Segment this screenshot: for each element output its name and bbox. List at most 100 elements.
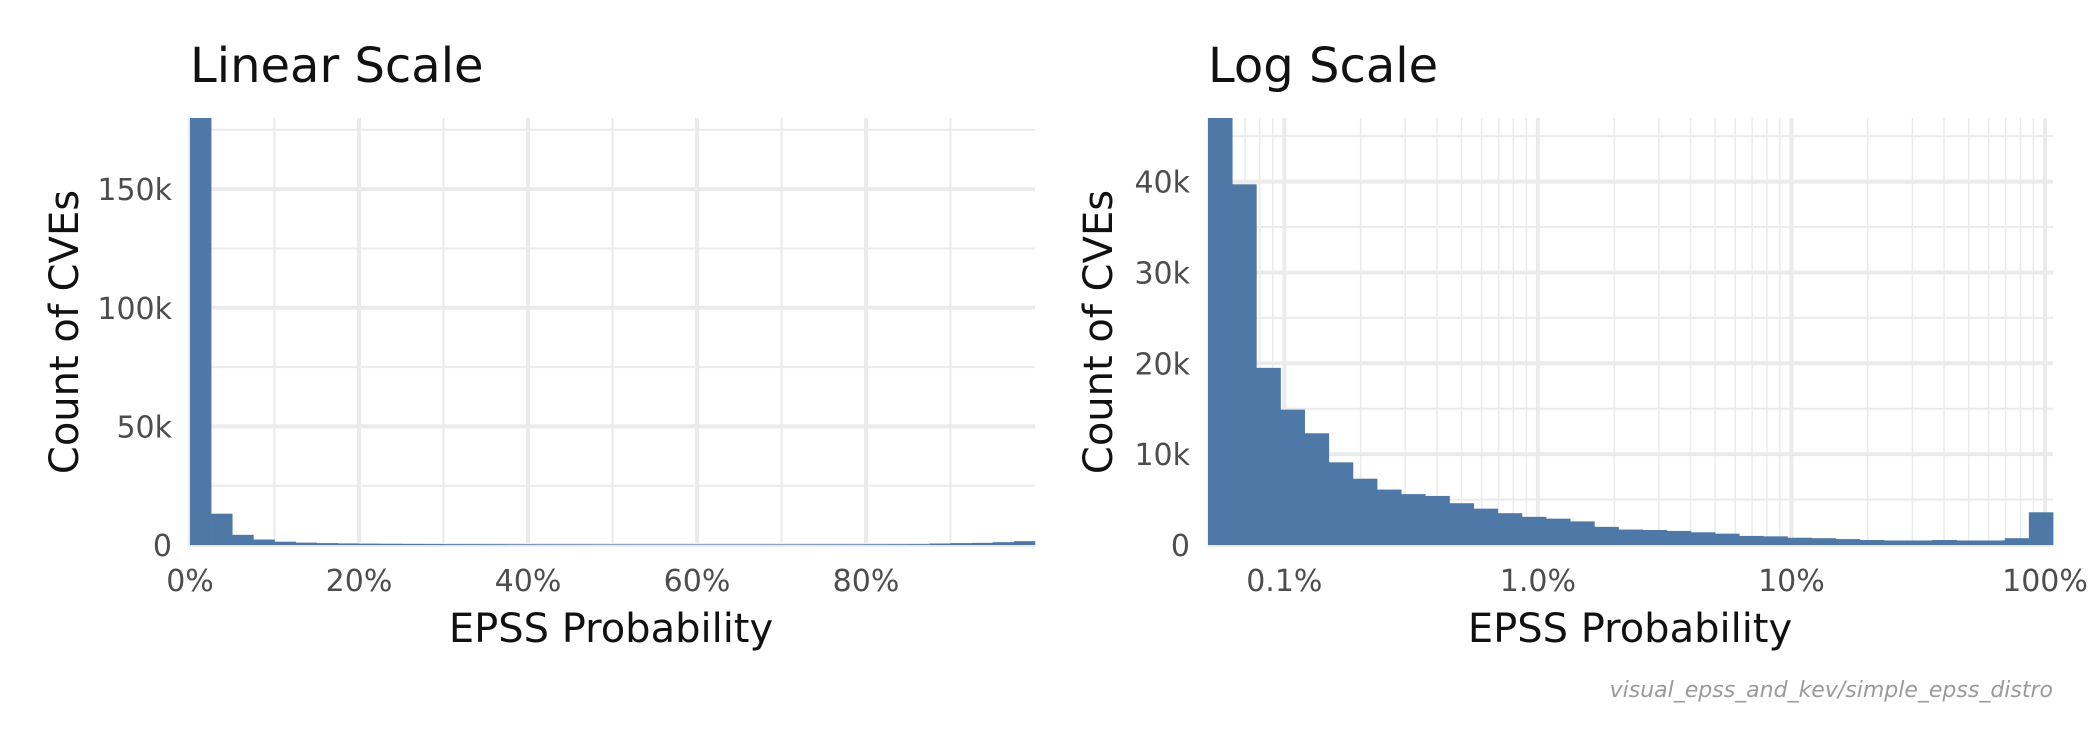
histogram-bar xyxy=(190,118,212,545)
histogram-bar xyxy=(464,544,487,545)
histogram-bar xyxy=(1256,367,1281,545)
histogram-bar xyxy=(802,544,825,545)
x-tick-label: 40% xyxy=(495,564,562,599)
histogram-bar xyxy=(1739,535,1764,545)
histogram-bar xyxy=(739,544,761,545)
histogram-bar xyxy=(528,544,550,545)
histogram-bar xyxy=(1884,540,1909,545)
x-tick-label: 60% xyxy=(664,564,731,599)
histogram-bar xyxy=(1956,540,1981,545)
x-tick-label: 10% xyxy=(1758,564,1825,599)
histogram-bar xyxy=(1328,462,1354,545)
y-tick-label: 10k xyxy=(1134,438,1190,473)
linear-y-axis-title: Count of CVEs xyxy=(42,190,88,474)
linear-x-tick-labels: 0% 20% 40% 60% 80% xyxy=(166,564,899,599)
log-x-tick-labels: 0.1% 1.0% 10% 100% xyxy=(1246,564,2088,599)
histogram-bar xyxy=(1787,537,1812,545)
histogram-bar xyxy=(697,544,719,545)
histogram-bar xyxy=(950,543,972,545)
histogram-bar xyxy=(1666,530,1692,545)
histogram-bar xyxy=(760,544,782,545)
histogram-bar xyxy=(1352,478,1378,545)
linear-y-tick-labels: 0 50k 100k 150k xyxy=(97,173,172,564)
linear-panel-title: Linear Scale xyxy=(190,38,484,94)
histogram-bar xyxy=(1497,513,1523,545)
histogram-bar xyxy=(1811,538,1837,545)
histogram-bar xyxy=(401,543,423,545)
log-y-axis-title: Count of CVEs xyxy=(1076,190,1122,474)
histogram-bar xyxy=(1208,118,1233,545)
histogram-bar xyxy=(1013,541,1036,545)
histogram-bar xyxy=(1546,518,1571,545)
histogram-bar xyxy=(506,544,529,545)
histogram-bar xyxy=(443,544,465,545)
y-tick-label: 150k xyxy=(97,173,172,208)
log-panel-title: Log Scale xyxy=(1208,38,1438,94)
y-tick-label: 50k xyxy=(116,410,172,445)
histogram-bar xyxy=(422,544,444,545)
histogram-bar xyxy=(992,542,1015,545)
x-tick-label: 1.0% xyxy=(1500,564,1576,599)
histogram-bar xyxy=(591,544,613,545)
histogram-bar xyxy=(1425,495,1450,545)
histogram-bar xyxy=(612,544,634,545)
y-tick-label: 0 xyxy=(153,529,172,564)
histogram-bar xyxy=(274,541,296,545)
histogram-bar xyxy=(295,542,318,545)
histogram-bar xyxy=(1449,503,1474,545)
log-bars xyxy=(1208,118,2054,545)
histogram-bar xyxy=(1521,516,1547,545)
histogram-bar xyxy=(675,544,698,545)
histogram-bar xyxy=(1232,184,1257,545)
histogram-bar xyxy=(1618,529,1643,545)
histogram-bar xyxy=(1594,526,1619,545)
x-tick-label: 100% xyxy=(2002,564,2088,599)
histogram-bar xyxy=(1932,540,1957,545)
y-tick-label: 100k xyxy=(97,292,172,327)
y-tick-label: 0 xyxy=(1171,529,1190,564)
histogram-bar xyxy=(781,544,803,545)
histogram-bar xyxy=(232,534,254,545)
linear-scale-panel: Linear Scale 0 50k 100k 150k 0% 20% 40% 60% 80%… xyxy=(42,38,1036,652)
log-x-axis-title: EPSS Probability xyxy=(1468,606,1792,652)
histogram-bar xyxy=(908,544,930,545)
figure-caption: visual_epss_and_kev/simple_epss_distro xyxy=(1610,678,2053,703)
histogram-bar xyxy=(2028,512,2054,545)
histogram-bar xyxy=(211,513,233,545)
histogram-bar xyxy=(1377,489,1402,545)
histogram-bar xyxy=(485,544,508,545)
histogram-bar xyxy=(359,543,381,545)
y-tick-label: 30k xyxy=(1134,256,1190,291)
histogram-bar xyxy=(1473,508,1499,545)
linear-x-axis-title: EPSS Probability xyxy=(449,606,773,652)
histogram-bar xyxy=(1908,540,1933,545)
histogram-bar xyxy=(1401,494,1426,545)
histogram-bar xyxy=(337,543,360,545)
histogram-bar xyxy=(1763,536,1788,545)
y-tick-label: 40k xyxy=(1134,166,1190,201)
histogram-bar xyxy=(633,544,656,545)
x-tick-label: 80% xyxy=(833,564,900,599)
log-y-tick-labels: 0 10k 20k 30k 40k xyxy=(1134,166,1190,564)
histogram-bar xyxy=(2004,538,2030,545)
linear-gridlines xyxy=(188,118,1035,547)
histogram-bar xyxy=(1859,540,1885,545)
histogram-bar xyxy=(971,542,994,545)
histogram-bar xyxy=(887,544,909,545)
linear-bars xyxy=(190,118,1036,545)
histogram-bar xyxy=(1980,540,2006,545)
histogram-bar xyxy=(823,544,846,545)
histogram-bar xyxy=(549,544,571,545)
histogram-bar xyxy=(929,543,951,545)
histogram-bar xyxy=(1570,521,1595,545)
histogram-bar xyxy=(570,544,592,545)
histogram-bar xyxy=(1715,533,1740,545)
histogram-bar xyxy=(1280,409,1305,545)
histogram-bar xyxy=(1690,532,1716,545)
x-tick-label: 20% xyxy=(326,564,393,599)
histogram-bar xyxy=(1304,433,1330,545)
histogram-bar xyxy=(844,544,867,545)
histogram-bar xyxy=(1835,539,1861,545)
histogram-bar xyxy=(654,544,677,545)
